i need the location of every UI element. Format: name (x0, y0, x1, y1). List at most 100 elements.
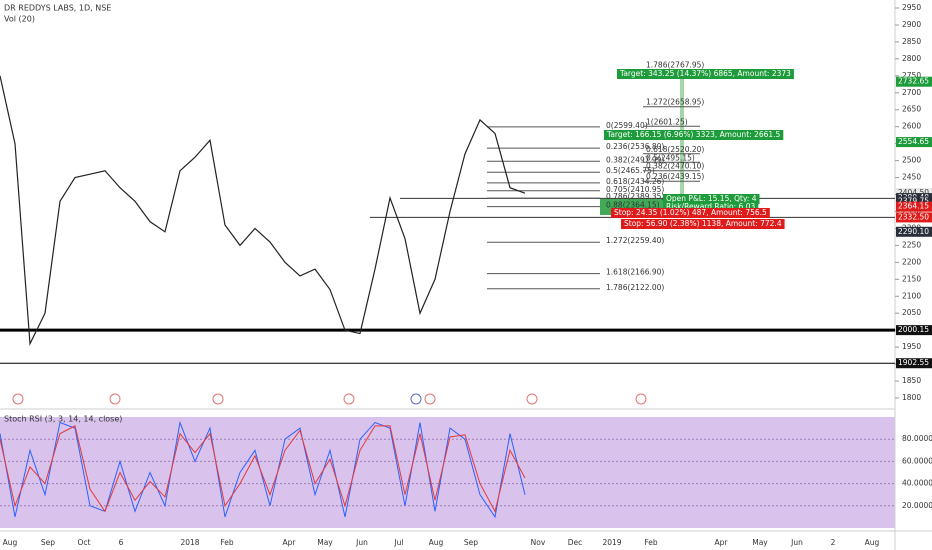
x-tick-label: Apr (715, 538, 729, 547)
y-tick-label: 2650 (902, 105, 921, 114)
y-tick-label: 2750 (902, 71, 921, 80)
indicator-tick-label: 40.0000 (902, 479, 932, 488)
event-icons (12, 393, 647, 405)
x-tick-label: Aug (3, 538, 18, 547)
price-label: 2364.15 (898, 202, 929, 211)
y-tick-label: 2700 (902, 88, 921, 97)
fib-label: 0.382(2497.99) (606, 155, 664, 164)
x-tick-label: Oct (78, 538, 91, 547)
x-tick-label: May (752, 538, 768, 547)
price-label: 2404.50 (898, 188, 929, 197)
chart-title: DR REDDYS LABS, 1D, NSE (4, 4, 111, 13)
stoch-band (0, 417, 895, 528)
trade-label-box (621, 219, 785, 229)
price-label-box (896, 226, 932, 237)
y-tick-label: 1850 (902, 376, 921, 385)
y-tick-label: 2800 (902, 54, 921, 63)
price-label-box (896, 325, 932, 336)
fib-label: 0.236(2536.80) (606, 142, 664, 151)
price-label: 2379.75 (898, 196, 929, 205)
fib-label: 1.618(2166.90) (606, 268, 664, 277)
y-tick-label: 2050 (902, 308, 921, 317)
stoch-line (0, 425, 526, 513)
x-tick-label: Feb (220, 538, 234, 547)
x-tick-label: Sep (41, 538, 55, 547)
trade-label: Risk/Reward Ratio: 6.03 (666, 202, 755, 211)
price-label: 2000.15 (898, 325, 929, 334)
price-label: 2554.65 (898, 137, 929, 146)
y-tick-label: 2200 (902, 257, 921, 266)
price-label-box (896, 76, 932, 87)
y-tick-label: 2600 (902, 122, 921, 131)
price-label: 2290.10 (898, 227, 929, 236)
x-tick-label: 2018 (180, 538, 199, 547)
x-tick-label: May (317, 538, 333, 547)
y-tick-label: 1950 (902, 342, 921, 351)
x-tick-label: Sep (464, 538, 478, 547)
price-label: 2732.65 (898, 77, 929, 86)
trade-label-box (611, 208, 770, 218)
trade-label: Stop: 56.90 (2.38%) 1138, Amount: 772.4 (624, 219, 782, 228)
price-label: 1902.55 (898, 358, 929, 367)
trade-label-box (663, 202, 759, 212)
fib-label: 0.382(2470.10) (646, 162, 704, 171)
price-label-box (896, 212, 932, 223)
y-tick-label: 2900 (902, 20, 921, 29)
trade-label: Open P&L: 15.15, Qty: 4 (666, 194, 757, 203)
x-tick-label: Jun (355, 538, 368, 547)
x-tick-label: Apr (283, 538, 297, 547)
fib-label: 1.786(2122.00) (606, 283, 664, 292)
indicator-tick-label: 60.0000 (902, 456, 932, 465)
fib-label: 1.786(2767.95) (646, 61, 704, 70)
fib-label: 0.5(2495.15) (646, 153, 695, 162)
fib-label: 0.5(2465.75) (606, 166, 655, 175)
trade-label: Target: 343.25 (14.37%) 6865, Amount: 23… (619, 69, 791, 78)
indicator-tick-label: 80.0000 (902, 434, 932, 443)
y-tick-label: 2150 (902, 274, 921, 283)
y-tick-label: 1800 (902, 393, 921, 402)
x-tick-label: 2 (831, 538, 836, 547)
x-tick-label: 2019 (602, 538, 621, 547)
y-tick-label: 2500 (902, 156, 921, 165)
volume-label: Vol (20) (4, 15, 35, 24)
fib-label: 1(2601.25) (646, 117, 688, 126)
y-tick-label: 2850 (902, 37, 921, 46)
price-label-box (896, 187, 932, 198)
price-label-box (896, 358, 932, 369)
y-tick-label: 2450 (902, 173, 921, 182)
y-tick-label: 2250 (902, 240, 921, 249)
stoch-line (0, 420, 526, 519)
x-tick-label: Aug (865, 538, 880, 547)
trade-label-box (663, 194, 760, 204)
indicator-title: Stoch RSI (3, 3, 14, 14, close) (4, 415, 122, 424)
fib-label: 0(2599.40) (606, 121, 648, 130)
fib-label: 1.272(2259.40) (606, 236, 664, 245)
fib-label: 0.236(2439.15) (646, 172, 704, 181)
x-tick-label: Jul (393, 538, 403, 547)
fib-label: 0.786(2389.35) (606, 192, 664, 201)
price-line (0, 75, 526, 346)
fib-label: 0.618(2520.20) (646, 145, 704, 154)
x-tick-label: Dec (568, 538, 583, 547)
x-tick-label: Feb (644, 538, 658, 547)
y-tick-label: 2950 (902, 3, 921, 12)
x-tick-label: Aug (429, 538, 444, 547)
price-label-box (896, 196, 932, 207)
trade-label: Stop: 24.35 (1.02%) 487, Amount: 756.5 (614, 208, 767, 217)
price-label-box (896, 201, 932, 212)
fib-label: 1.272(2658.95) (646, 98, 704, 107)
fib-label: 0.705(2410.95) (606, 185, 664, 194)
fib-label: 0.88(2364.15) (606, 201, 660, 210)
indicator-tick-label: 20.0000 (902, 501, 932, 510)
trade-label: Target: 166.15 (6.96%) 3323, Amount: 266… (606, 130, 781, 139)
y-tick-label: 2100 (902, 291, 921, 300)
fib-label: 0.618(2434.26) (606, 177, 664, 186)
x-tick-label: 6 (119, 538, 124, 547)
price-label: 2332.50 (898, 212, 929, 221)
trade-label-box (617, 69, 794, 79)
price-label-box (896, 137, 932, 148)
trade-label-box (604, 130, 784, 140)
x-tick-label: Jun (790, 538, 803, 547)
x-tick-label: Nov (531, 538, 546, 547)
